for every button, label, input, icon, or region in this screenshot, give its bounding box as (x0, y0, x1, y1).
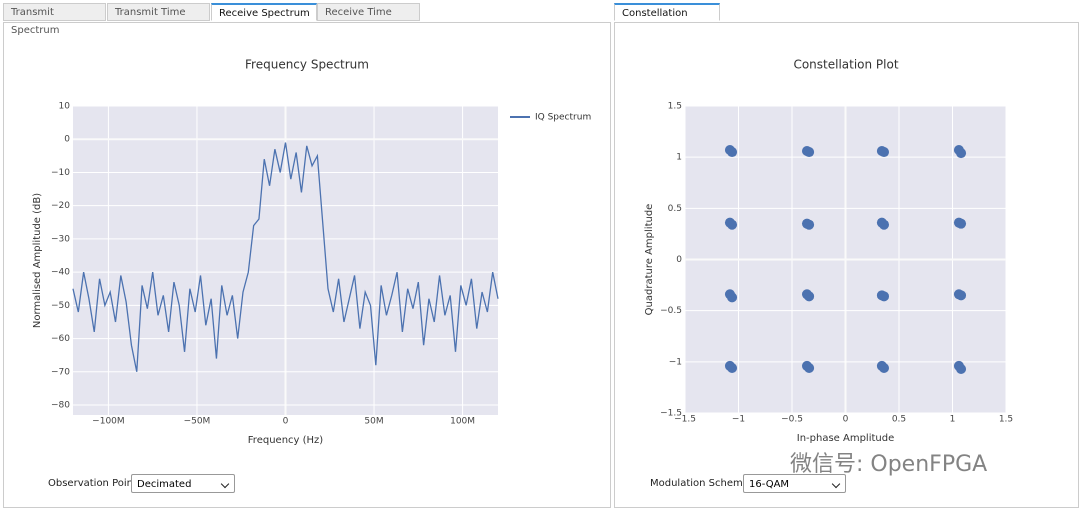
control-label: Modulation Scheme: (650, 478, 753, 489)
x-tick-label: −0.5 (781, 415, 803, 425)
point (956, 363, 967, 374)
y-tick-label: 0.5 (668, 204, 682, 214)
chart-title: Constellation Plot (793, 58, 898, 72)
y-tick-label: 10 (59, 102, 71, 112)
point (727, 147, 738, 158)
y-tick-label: 0 (676, 255, 682, 265)
x-tick-label: −1.5 (674, 415, 696, 425)
y-tick-label: −1.5 (660, 409, 682, 419)
y-axis-label: Quadrature Amplitude (644, 204, 655, 316)
point (804, 291, 815, 302)
y-tick-label: −1 (669, 357, 682, 367)
y-axis-label: Normalised Amplitude (dB) (32, 193, 43, 328)
y-tick-label: −80 (51, 401, 70, 411)
y-tick-label: −60 (51, 334, 70, 344)
y-tick-label: −70 (51, 367, 70, 377)
tab[interactable]: Receive Spectrum (211, 3, 317, 21)
point (727, 219, 738, 230)
tab[interactable]: Transmit Spectrum (3, 3, 106, 36)
y-tick-label: 0 (64, 135, 70, 145)
control-label: Observation Point: (48, 478, 141, 489)
y-tick-label: 1.5 (668, 102, 682, 112)
x-tick-label: 0 (283, 417, 289, 427)
point (879, 147, 890, 158)
x-tick-label: 1 (950, 415, 956, 425)
select[interactable]: 16-QAM (743, 474, 846, 493)
chart-title: Frequency Spectrum (245, 58, 369, 72)
spectrum-line (72, 142, 499, 372)
point (727, 292, 738, 303)
x-tick-label: 50M (364, 417, 383, 427)
point (804, 219, 815, 230)
x-tick-label: 100M (450, 417, 475, 427)
x-tick-label: 0.5 (892, 415, 906, 425)
point (879, 291, 890, 302)
legend-label: IQ Spectrum (535, 113, 591, 123)
point (727, 362, 738, 373)
y-tick-label: −0.5 (660, 306, 682, 316)
x-tick-label: 0 (843, 415, 849, 425)
y-tick-label: −30 (51, 234, 70, 244)
y-tick-label: −20 (51, 201, 70, 211)
point (879, 362, 890, 373)
point (956, 290, 967, 301)
y-tick-label: −10 (51, 168, 70, 178)
x-tick-label: −50M (184, 417, 211, 427)
y-tick-label: −50 (51, 301, 70, 311)
tab[interactable]: Transmit Time (107, 3, 210, 21)
y-tick-label: 1 (676, 153, 682, 163)
point (879, 219, 890, 230)
tab[interactable]: Constellation (614, 3, 720, 21)
x-axis-label: In-phase Amplitude (797, 433, 895, 444)
point (804, 147, 815, 158)
x-tick-label: 1.5 (999, 415, 1013, 425)
x-axis-label: Frequency (Hz) (248, 435, 324, 446)
tab[interactable]: Receive Time (317, 3, 420, 21)
point (804, 362, 815, 373)
y-tick-label: −40 (51, 268, 70, 278)
x-tick-label: −100M (92, 417, 124, 427)
point (956, 148, 967, 159)
select[interactable]: Decimated (131, 474, 235, 493)
x-tick-label: −1 (732, 415, 745, 425)
watermark: 微信号: OpenFPGA (790, 452, 988, 477)
point (956, 218, 967, 229)
